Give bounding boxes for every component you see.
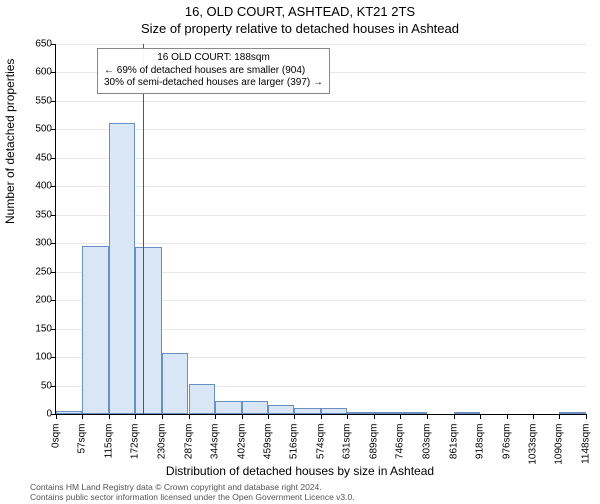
- x-tick-label: 172sqm: [130, 424, 141, 460]
- x-tick-label: 689sqm: [369, 424, 380, 460]
- x-tick-label: 115sqm: [104, 424, 115, 459]
- x-tick-mark: [586, 414, 587, 419]
- x-tick-mark: [215, 414, 216, 419]
- histogram-bar: [56, 411, 82, 414]
- gridline: [56, 243, 586, 244]
- x-tick-mark: [294, 414, 295, 419]
- x-tick-mark: [454, 414, 455, 419]
- histogram-bar: [400, 412, 426, 414]
- reference-line: [143, 44, 144, 414]
- x-tick-label: 459sqm: [262, 424, 273, 460]
- histogram-chart: 0501001502002503003504004505005506006500…: [55, 44, 586, 415]
- y-tick-label: 650: [35, 39, 56, 50]
- x-tick-label: 976sqm: [501, 424, 512, 460]
- x-tick-mark: [427, 414, 428, 419]
- y-tick-label: 50: [41, 380, 56, 391]
- x-tick-label: 574sqm: [316, 424, 327, 460]
- x-tick-mark: [242, 414, 243, 419]
- annotation-larger-pct: 30% of semi-detached houses are larger (…: [104, 77, 323, 90]
- y-axis-label: Number of detached properties: [3, 59, 17, 224]
- gridline: [56, 215, 586, 216]
- x-tick-label: 402sqm: [236, 424, 247, 460]
- x-tick-label: 1033sqm: [527, 424, 538, 465]
- histogram-bar: [347, 412, 374, 414]
- y-tick-label: 450: [35, 152, 56, 163]
- x-tick-mark: [162, 414, 163, 419]
- gridline: [56, 101, 586, 102]
- x-tick-label: 516sqm: [289, 424, 300, 460]
- x-tick-label: 1148sqm: [581, 424, 592, 464]
- gridline: [56, 158, 586, 159]
- y-tick-label: 350: [35, 209, 56, 220]
- y-tick-label: 600: [35, 67, 56, 78]
- y-tick-label: 250: [35, 266, 56, 277]
- x-axis-label: Distribution of detached houses by size …: [0, 464, 600, 478]
- histogram-bar: [268, 405, 294, 414]
- footer-line2: Contains public sector information licen…: [30, 492, 355, 502]
- x-tick-label: 803sqm: [421, 424, 432, 460]
- histogram-bar: [454, 412, 480, 414]
- x-tick-label: 631sqm: [342, 424, 353, 460]
- x-tick-label: 57sqm: [77, 424, 88, 454]
- x-tick-mark: [559, 414, 560, 419]
- gridline: [56, 129, 586, 130]
- histogram-bar: [82, 246, 109, 414]
- gridline: [56, 186, 586, 187]
- x-tick-label: 1090sqm: [554, 424, 565, 465]
- page-title-subtitle: Size of property relative to detached ho…: [0, 21, 600, 36]
- x-tick-mark: [400, 414, 401, 419]
- annotation-callout: 16 OLD COURT: 188sqm ← 69% of detached h…: [97, 48, 330, 94]
- x-tick-mark: [268, 414, 269, 419]
- histogram-bar: [294, 408, 321, 414]
- histogram-bar: [374, 412, 400, 414]
- x-tick-label: 0sqm: [51, 424, 62, 448]
- y-tick-label: 300: [35, 238, 56, 249]
- y-tick-label: 200: [35, 295, 56, 306]
- x-tick-mark: [347, 414, 348, 419]
- histogram-bar: [242, 401, 268, 414]
- footer-line1: Contains HM Land Registry data © Crown c…: [30, 482, 355, 492]
- x-tick-mark: [533, 414, 534, 419]
- y-tick-label: 100: [35, 352, 56, 363]
- x-tick-label: 287sqm: [183, 424, 194, 460]
- x-tick-label: 746sqm: [395, 424, 406, 460]
- y-tick-label: 0: [46, 409, 56, 420]
- x-tick-label: 861sqm: [448, 424, 459, 460]
- x-tick-label: 230sqm: [157, 424, 168, 460]
- x-tick-label: 918sqm: [474, 424, 485, 460]
- histogram-bar: [559, 412, 586, 414]
- x-tick-mark: [109, 414, 110, 419]
- footer-copyright: Contains HM Land Registry data © Crown c…: [30, 482, 355, 502]
- histogram-bar: [215, 401, 242, 414]
- histogram-bar: [321, 408, 347, 414]
- x-tick-mark: [480, 414, 481, 419]
- histogram-bar: [135, 247, 162, 414]
- histogram-bar: [189, 384, 215, 414]
- x-tick-mark: [374, 414, 375, 419]
- gridline: [56, 44, 586, 45]
- y-tick-label: 150: [35, 323, 56, 334]
- y-tick-label: 500: [35, 124, 56, 135]
- x-tick-mark: [507, 414, 508, 419]
- y-tick-label: 400: [35, 181, 56, 192]
- x-tick-mark: [189, 414, 190, 419]
- x-tick-mark: [56, 414, 57, 419]
- x-tick-label: 344sqm: [209, 424, 220, 460]
- annotation-property-size: 16 OLD COURT: 188sqm: [104, 52, 323, 65]
- histogram-bar: [162, 353, 188, 414]
- x-tick-mark: [321, 414, 322, 419]
- histogram-bar: [109, 123, 135, 414]
- page-title-address: 16, OLD COURT, ASHTEAD, KT21 2TS: [0, 4, 600, 19]
- x-tick-mark: [82, 414, 83, 419]
- y-tick-label: 550: [35, 95, 56, 106]
- annotation-smaller-pct: ← 69% of detached houses are smaller (90…: [104, 65, 323, 78]
- x-tick-mark: [135, 414, 136, 419]
